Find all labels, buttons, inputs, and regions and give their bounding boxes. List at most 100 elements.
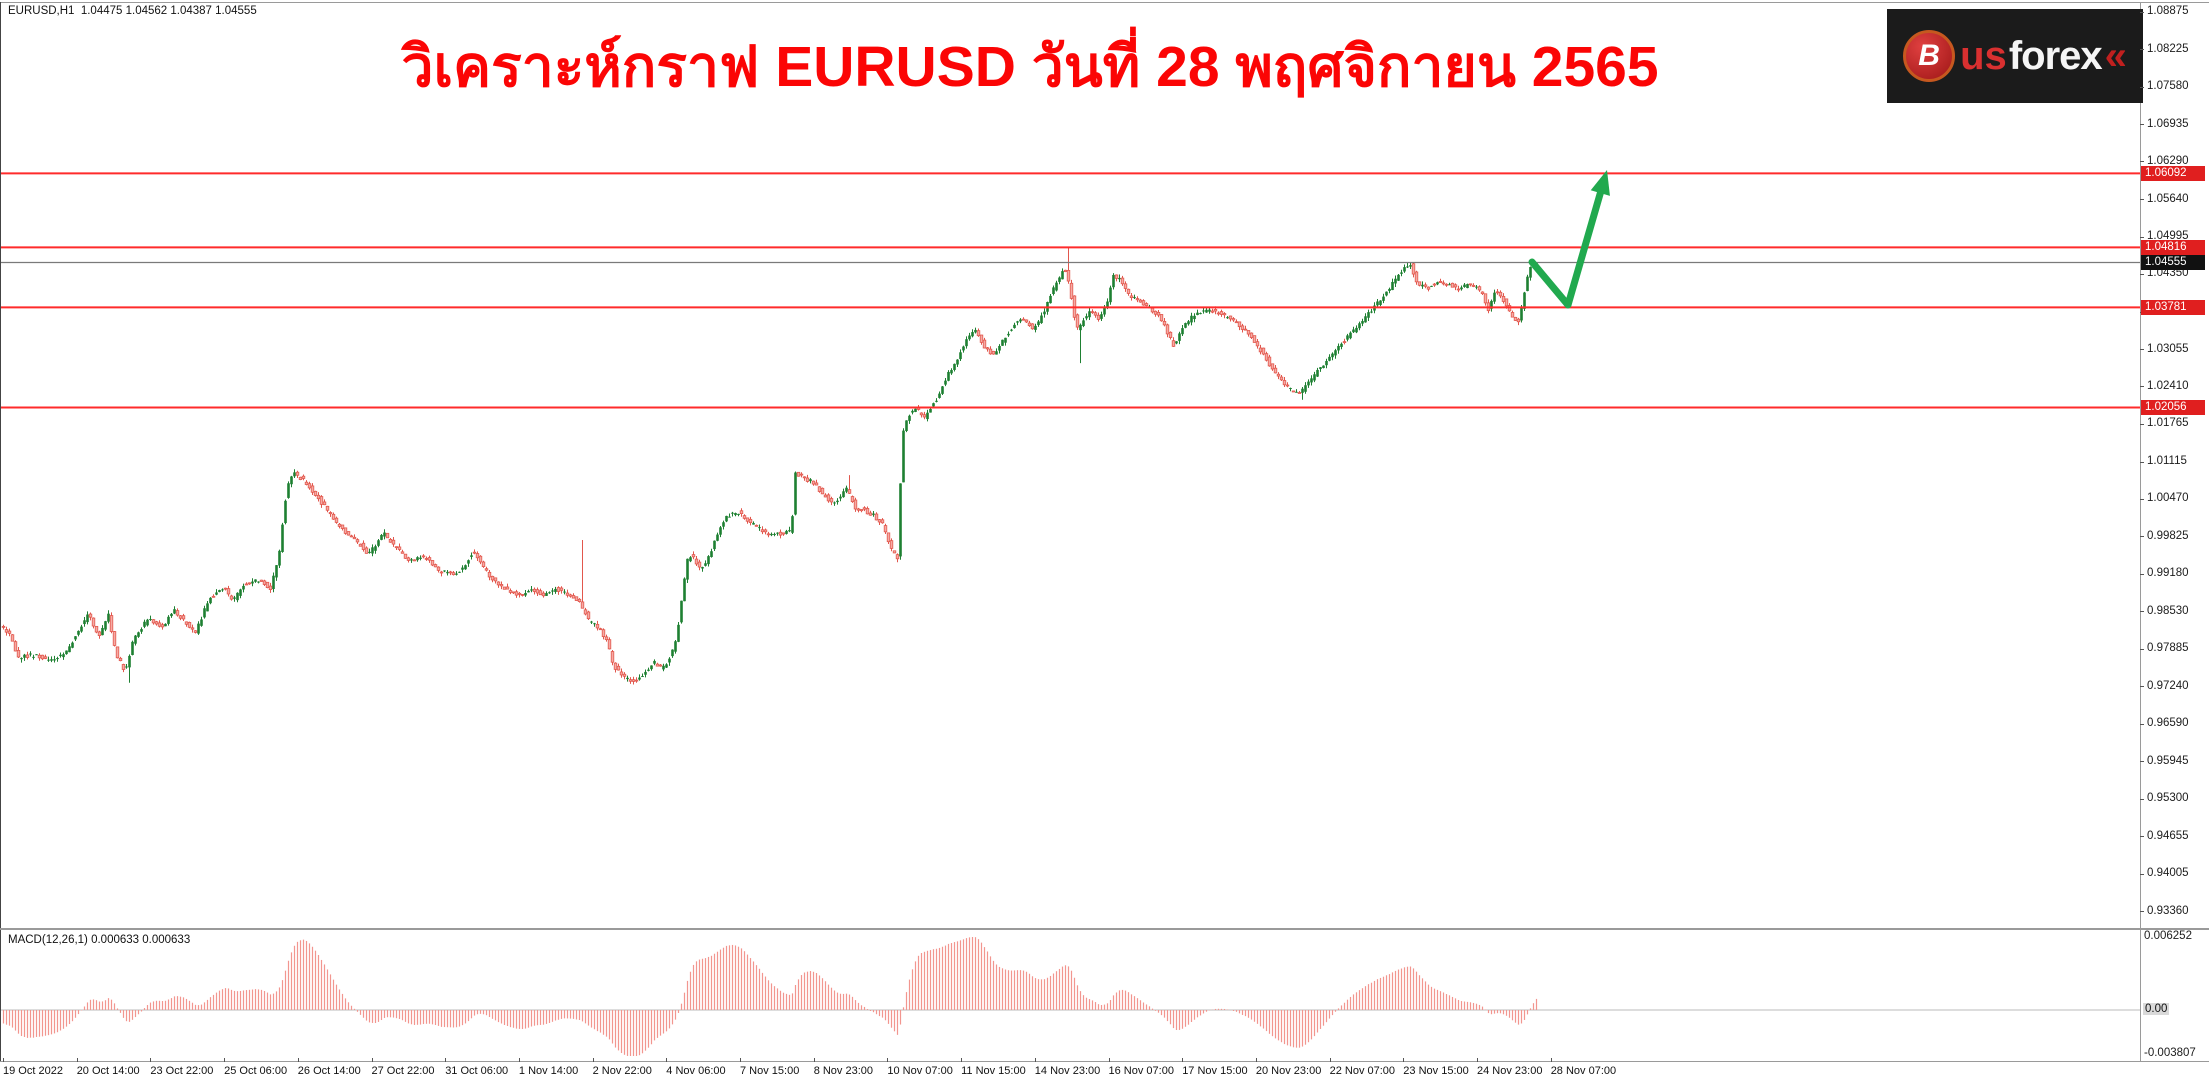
price-axis-label: 0.95945 [2147, 754, 2189, 767]
candle-body [1316, 369, 1319, 377]
candle-body [1460, 287, 1463, 290]
candle-body [436, 566, 441, 571]
candle-body [985, 347, 990, 350]
candle-body [752, 522, 755, 525]
candle-body [1513, 316, 1518, 321]
candle-body [1228, 315, 1233, 320]
time-axis-label: 25 Oct 06:00 [224, 1065, 288, 1077]
candle-body [160, 624, 165, 628]
candle-body [439, 571, 444, 574]
candle-body [770, 533, 773, 536]
candle-body [644, 671, 647, 675]
candle-body [1255, 341, 1260, 347]
time-axis-label: 17 Nov 15:00 [1182, 1065, 1248, 1077]
candle-body [91, 617, 96, 627]
time-axis-label: 14 Nov 23:00 [1034, 1065, 1101, 1077]
candle-body [475, 553, 480, 559]
candle-body [157, 622, 162, 627]
candle-body [872, 513, 875, 515]
candle-body [131, 641, 134, 656]
candle-body [532, 588, 537, 592]
candle-body [593, 623, 596, 625]
candle-body [1165, 324, 1170, 335]
candle-body [1120, 277, 1125, 285]
candle-body [218, 590, 221, 593]
candle-body [956, 359, 959, 365]
candle-body [1328, 356, 1331, 361]
candle-body [427, 557, 432, 561]
candle-body [1210, 310, 1215, 313]
candle-body [713, 540, 716, 550]
candle-body [121, 664, 126, 670]
candle-body [1456, 288, 1461, 291]
candle-body [464, 565, 467, 570]
candle-body [868, 512, 873, 516]
candle-body [1337, 345, 1340, 351]
price-axis-label: 1.04350 [2147, 267, 2189, 280]
candle-body [1168, 331, 1173, 338]
candle-body [745, 517, 750, 522]
candle-body [658, 664, 663, 667]
price-axis-label: 1.01765 [2147, 417, 2189, 430]
candle-body [559, 587, 564, 591]
time-axis-label: 19 Oct 2022 [3, 1065, 63, 1077]
candle-body [1030, 323, 1035, 330]
candle-body [941, 386, 944, 394]
candle-body [758, 527, 761, 529]
candle-body [470, 555, 473, 557]
candle-body [1016, 321, 1019, 323]
candle-body [1304, 385, 1307, 392]
candle-body [683, 578, 686, 602]
candle-body [1307, 381, 1310, 386]
candle-body [361, 542, 366, 550]
candle-body [601, 629, 606, 638]
macd-axis-label-top: 0.006252 [2144, 930, 2192, 943]
candle-body [164, 623, 167, 627]
candle-body [1150, 307, 1155, 313]
candle-body [794, 472, 797, 515]
candle-body [244, 583, 249, 586]
candle-body [563, 591, 566, 593]
candle-body [799, 473, 804, 476]
candle-body [1334, 350, 1337, 356]
candle-body [1430, 285, 1433, 287]
candle-body [1052, 287, 1055, 295]
candle-body [71, 642, 74, 648]
candle-body [178, 615, 183, 619]
candle-body [538, 590, 543, 596]
candle-body [647, 669, 650, 671]
up-trend-arrow[interactable] [1528, 181, 1607, 309]
candle-body [814, 482, 819, 486]
candle-body [1258, 347, 1263, 353]
candle-body [1400, 272, 1403, 274]
candle-body [455, 573, 458, 575]
candle-body [1523, 292, 1526, 309]
candle-body [154, 621, 159, 625]
candle-body [502, 586, 507, 590]
candle-body [826, 494, 831, 502]
candle-body [1297, 392, 1302, 394]
candle-body [1441, 282, 1446, 285]
candle-body [1423, 284, 1428, 287]
candle-body [641, 676, 644, 678]
candle-body [833, 502, 836, 504]
candle-body [1037, 321, 1040, 326]
candle-body [1112, 274, 1115, 288]
logo-text-forex: forex [2008, 33, 2103, 78]
candle-body [419, 557, 422, 559]
candle-body [374, 546, 377, 551]
candle-body [991, 350, 996, 355]
candle-body [535, 589, 540, 594]
candle-body [137, 632, 140, 637]
candle-body [40, 654, 45, 660]
candle-body [115, 646, 120, 659]
time-axis-tick [887, 1058, 889, 1062]
candle-body [796, 471, 801, 477]
candle-body [1061, 271, 1064, 280]
candle-body [1246, 330, 1251, 335]
axis-separator-vertical [2140, 2, 2141, 1062]
candle-body [467, 560, 470, 564]
candle-body [856, 508, 861, 511]
candle-body [1361, 321, 1364, 324]
